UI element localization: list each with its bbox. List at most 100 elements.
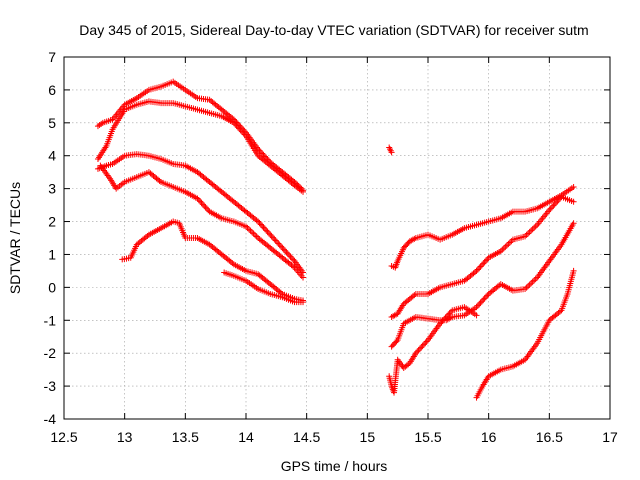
data-point (197, 198, 204, 205)
data-point (554, 198, 561, 205)
data-point (283, 249, 290, 256)
data-point (250, 230, 257, 237)
data-point (484, 256, 491, 263)
x-tick-label: 13 (117, 429, 133, 445)
data-point (525, 283, 532, 290)
data-point (553, 199, 560, 206)
x-axis-label: GPS time / hours (281, 458, 388, 474)
data-point (480, 296, 487, 303)
data-point (414, 348, 421, 355)
data-point (482, 293, 489, 300)
data-point (234, 124, 241, 131)
data-point (288, 255, 295, 262)
data-point (477, 299, 484, 306)
data-point (195, 196, 202, 203)
series-track-d3 (388, 193, 577, 320)
data-point (269, 234, 276, 241)
series-track-d5 (386, 304, 480, 396)
data-point (525, 230, 532, 237)
data-point (278, 243, 285, 250)
data-point (284, 250, 291, 257)
y-tick-label: 3 (48, 181, 56, 197)
data-point (531, 224, 538, 231)
data-point (500, 245, 507, 252)
data-point (532, 275, 539, 282)
y-tick-label: 1 (48, 246, 56, 262)
data-point (261, 225, 268, 232)
data-point (249, 229, 256, 236)
data-point (442, 314, 449, 321)
data-point (503, 242, 510, 249)
data-point (279, 244, 286, 251)
data-point (233, 122, 240, 129)
series-track-e1 (473, 267, 577, 401)
data-point (252, 232, 259, 239)
data-point (473, 267, 480, 274)
data-point (557, 195, 564, 202)
y-tick-label: 6 (48, 82, 56, 98)
x-tick-label: 13.5 (172, 429, 199, 445)
data-point (418, 344, 425, 351)
y-tick-label: -2 (44, 345, 57, 361)
data-point (194, 195, 201, 202)
data-point (241, 131, 248, 138)
data-point (257, 221, 264, 228)
data-point (280, 246, 287, 253)
data-point (528, 227, 535, 234)
data-point (528, 280, 535, 287)
y-tick-label: -3 (44, 378, 57, 394)
data-point (478, 262, 485, 269)
y-tick-label: 5 (48, 115, 56, 131)
data-point (482, 257, 489, 264)
data-point (529, 226, 536, 233)
data-point (236, 125, 243, 132)
data-point (198, 199, 205, 206)
data-point (478, 298, 485, 305)
series-track-d1 (386, 144, 395, 156)
data-point (265, 230, 272, 237)
data-point (290, 256, 297, 263)
y-tick-label: -1 (44, 312, 57, 328)
data-point (263, 227, 270, 234)
y-tick-label: 4 (48, 148, 56, 164)
series-track-d2 (388, 183, 577, 271)
series-track-c2 (221, 269, 307, 306)
y-tick-label: -4 (44, 411, 57, 427)
data-point (438, 319, 445, 326)
data-point (253, 233, 260, 240)
data-point (240, 130, 247, 137)
data-point (237, 127, 244, 134)
data-point (443, 313, 450, 320)
data-point (505, 240, 512, 247)
data-point (202, 204, 209, 211)
data-point (473, 312, 480, 319)
data-point (259, 222, 266, 229)
data-point (256, 220, 263, 227)
data-point (246, 226, 253, 233)
data-point (247, 227, 254, 234)
data-point (529, 278, 536, 285)
data-point (526, 281, 533, 288)
data-point (481, 259, 488, 266)
x-tick-label: 12.5 (50, 429, 77, 445)
data-point (268, 233, 275, 240)
data-point (446, 310, 453, 317)
data-point (420, 341, 427, 348)
data-point (232, 121, 239, 128)
series-track-d4 (388, 220, 577, 350)
data-point (275, 240, 282, 247)
data-point (282, 247, 289, 254)
data-point (476, 301, 483, 308)
data-point (419, 342, 426, 349)
data-point (416, 345, 423, 352)
data-point (547, 205, 554, 212)
data-point (445, 311, 452, 318)
data-point (422, 339, 429, 346)
y-axis-ticks: -4 -3 -2 -1 0 1 2 3 4 5 6 7 (44, 49, 610, 427)
data-point (474, 266, 481, 273)
data-point (532, 223, 539, 230)
data-point (272, 237, 279, 244)
data-point (570, 220, 577, 227)
y-axis-label: SDTVAR / TECUs (7, 182, 23, 294)
